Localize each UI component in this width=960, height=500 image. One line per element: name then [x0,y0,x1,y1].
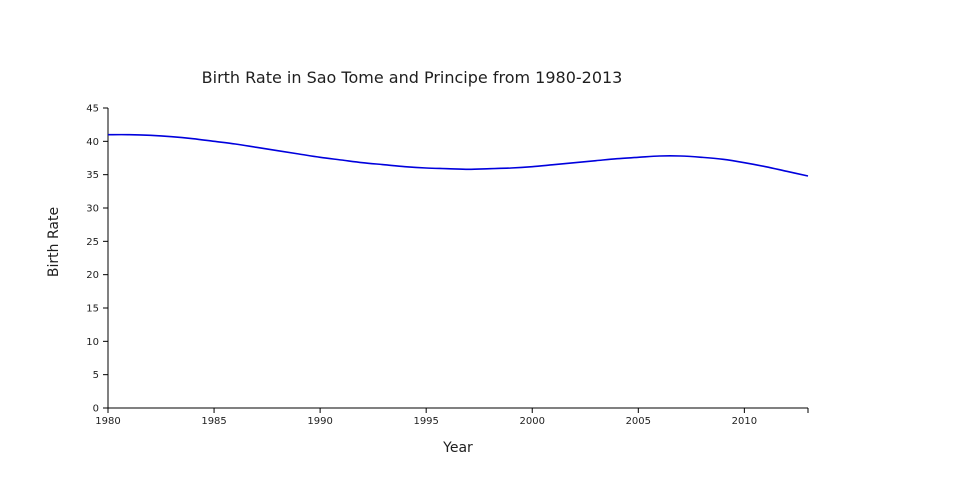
x-tick-label: 2010 [732,416,757,427]
x-tick-label: 1980 [95,416,120,427]
y-tick-label: 40 [86,137,99,148]
y-tick-label: 30 [86,204,99,215]
x-tick-label: 2005 [626,416,651,427]
y-axis-title: Birth Rate [46,207,62,277]
y-tick-label: 35 [86,170,99,181]
y-tick-label: 5 [93,370,99,381]
x-tick-label: 1985 [201,416,226,427]
y-tick-label: 20 [86,270,99,281]
birth-rate-line [107,133,809,177]
x-axis-title: Year [442,440,473,456]
chart-title: Birth Rate in Sao Tome and Principe from… [202,68,623,87]
y-tick-label: 10 [86,337,99,348]
x-axis: 1980 1985 1990 1995 2000 2005 2010 [95,407,809,427]
y-tick-label: 25 [86,237,99,248]
x-tick-label: 1995 [413,416,438,427]
x-tick-label: 2000 [520,416,545,427]
y-tick-label: 45 [86,104,99,115]
y-tick-label: 0 [93,404,99,415]
y-tick-label: 15 [86,304,99,315]
x-tick-label: 1990 [307,416,332,427]
y-axis: 0 5 10 15 20 25 30 35 40 45 [86,104,109,415]
